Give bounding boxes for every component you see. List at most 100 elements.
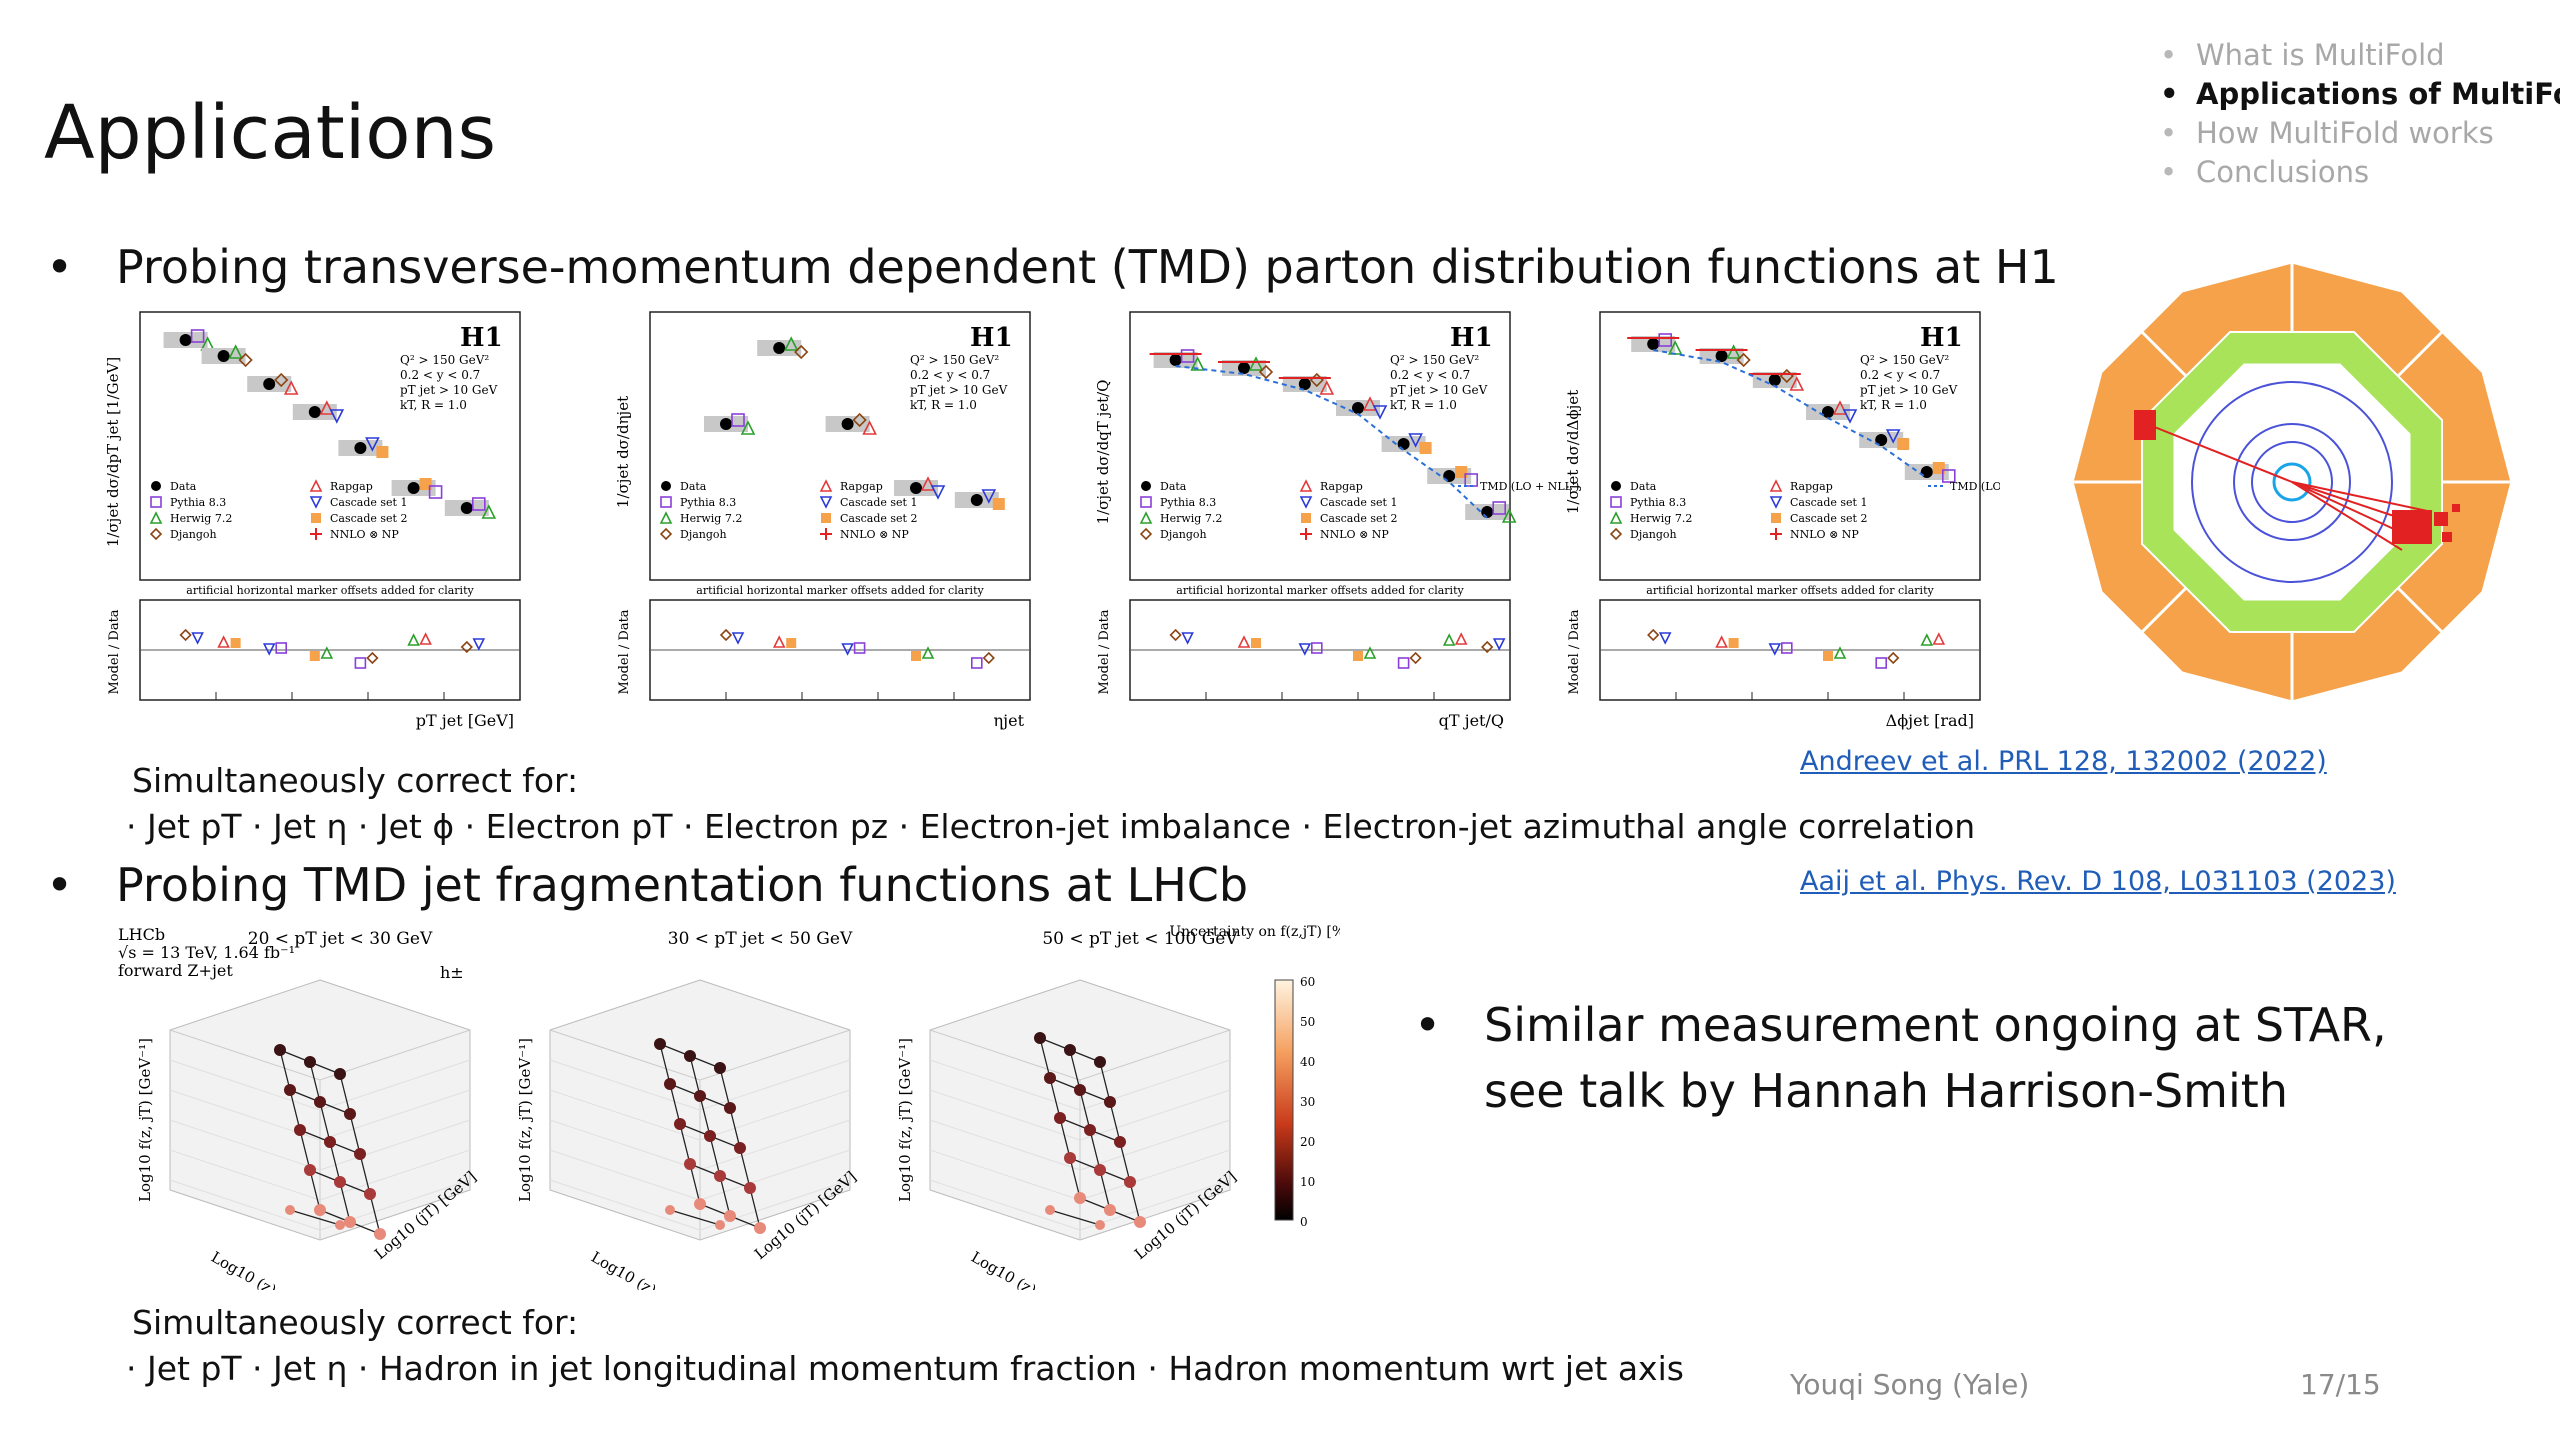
lhcb-colorbar-tick: 0 bbox=[1300, 1215, 1308, 1229]
h1-artificial-note: artificial horizontal marker offsets add… bbox=[1646, 584, 1934, 597]
bullet-text: Probing transverse-momentum dependent (T… bbox=[116, 240, 2059, 294]
lhcb-colorbar-title: Uncertainty on f(z,jT) [%] bbox=[1169, 924, 1340, 940]
lhcb-note-items: · Jet pT · Jet η · Hadron in jet longitu… bbox=[126, 1349, 1684, 1388]
lhcb-xlabel: Log10 (z) bbox=[588, 1248, 659, 1290]
h1-experiment-label: H1 bbox=[1920, 323, 1963, 353]
lhcb-colorbar-tick: 60 bbox=[1300, 975, 1315, 989]
h1-ylabel: 1/σjet dσ/dpT jet [1/GeV] bbox=[104, 357, 122, 547]
bullet-dot: • bbox=[46, 858, 74, 912]
h1-legend-entry: NNLO ⊗ NP bbox=[1790, 528, 1859, 541]
lhcb-zlabel: Log10 f(z, jT) [GeV⁻¹] bbox=[516, 1038, 534, 1202]
h1-legend-entry: Data bbox=[1160, 480, 1187, 493]
lhcb-colorbar-tick: 30 bbox=[1300, 1095, 1315, 1109]
h1-note-heading: Simultaneously correct for: bbox=[132, 761, 579, 800]
h1-legend-entry: Data bbox=[170, 480, 197, 493]
bullet-star: • Similar measurement ongoing at STAR, s… bbox=[1414, 992, 2387, 1124]
h1-ratio-label: Model / Data bbox=[617, 609, 632, 694]
h1-cut-label: pT jet > 10 GeV bbox=[910, 383, 1008, 397]
h1-ylabel: 1/σjet dσ/dΔϕjet bbox=[1564, 390, 1582, 514]
bullet-h1: • Probing transverse-momentum dependent … bbox=[46, 244, 2059, 290]
h1-artificial-note: artificial horizontal marker offsets add… bbox=[696, 584, 984, 597]
h1-legend-entry: Rapgap bbox=[1320, 480, 1363, 493]
lhcb-zlabel: Log10 f(z, jT) [GeV⁻¹] bbox=[896, 1038, 914, 1202]
h1-legend-entry: Pythia 8.3 bbox=[1630, 496, 1686, 509]
lhcb-colorbar bbox=[1274, 979, 1294, 1221]
toc-item[interactable]: How MultiFold works bbox=[2160, 114, 2560, 153]
h1-xlabel: pT jet [GeV] bbox=[416, 711, 514, 730]
lhcb-xlabel: Log10 (z) bbox=[208, 1248, 279, 1290]
h1-legend-entry: Herwig 7.2 bbox=[1160, 512, 1222, 525]
toc-item[interactable]: Conclusions bbox=[2160, 153, 2560, 192]
lhcb-xlabel: Log10 (z) bbox=[968, 1248, 1039, 1290]
h1-xlabel: qT jet/Q bbox=[1439, 711, 1504, 730]
h1-cut-label: Q² > 150 GeV² bbox=[400, 353, 489, 367]
h1-legend-entry: Pythia 8.3 bbox=[680, 496, 736, 509]
h1-legend-entry: Djangoh bbox=[680, 528, 727, 541]
toc-item-active[interactable]: Applications of MultiFold bbox=[2160, 75, 2560, 114]
h1-legend-entry: Cascade set 2 bbox=[840, 512, 917, 525]
h1-legend-entry: Rapgap bbox=[840, 480, 883, 493]
h1-cut-label: pT jet > 10 GeV bbox=[400, 383, 498, 397]
h1-legend-entry: Rapgap bbox=[1790, 480, 1833, 493]
h1-legend-entry: Data bbox=[1630, 480, 1657, 493]
lhcb-zlabel: Log10 f(z, jT) [GeV⁻¹] bbox=[136, 1038, 154, 1202]
lhcb-condition-label: forward Z+jet bbox=[118, 961, 233, 980]
h1-legend-entry: Djangoh bbox=[170, 528, 217, 541]
lhcb-note-heading: Simultaneously correct for: bbox=[132, 1303, 579, 1342]
lhcb-panel-title: 30 < pT jet < 50 GeV bbox=[668, 929, 853, 949]
h1-legend-entry: TMD (LO + NLL') bbox=[1480, 480, 1579, 493]
h1-cut-label: Q² > 150 GeV² bbox=[1860, 353, 1949, 367]
h1-legend-entry: NNLO ⊗ NP bbox=[1320, 528, 1389, 541]
h1-ratio-label: Model / Data bbox=[1097, 609, 1112, 694]
reference-link-h1[interactable]: Andreev et al. PRL 128, 132002 (2022) bbox=[1800, 746, 2327, 777]
h1-legend-entry: Cascade set 1 bbox=[1790, 496, 1867, 509]
h1-cut-label: 0.2 < y < 0.7 bbox=[910, 368, 990, 382]
table-of-contents: What is MultiFold Applications of MultiF… bbox=[2160, 36, 2560, 192]
lhcb-panel-title: 50 < pT jet < 100 GeV bbox=[1042, 929, 1238, 949]
h1-legend-entry: Cascade set 2 bbox=[1790, 512, 1867, 525]
h1-note-items: · Jet pT · Jet η · Jet ϕ · Electron pT ·… bbox=[126, 807, 1976, 846]
h1-legend-entry: Cascade set 2 bbox=[1320, 512, 1397, 525]
lhcb-3d-panel: 20 < pT jet < 30 GeV Log10 f(z, jT) [GeV⁻… bbox=[136, 929, 480, 1290]
slide-title: Applications bbox=[44, 90, 497, 176]
h1-legend-entry: Herwig 7.2 bbox=[1630, 512, 1692, 525]
h1-legend-entry: Djangoh bbox=[1160, 528, 1207, 541]
h1-cut-label: kT, R = 1.0 bbox=[910, 398, 977, 412]
h1-ratio-label: Model / Data bbox=[107, 609, 122, 694]
h1-experiment-label: H1 bbox=[1450, 323, 1493, 353]
h1-cut-label: kT, R = 1.0 bbox=[1390, 398, 1457, 412]
h1-legend-entry: Cascade set 2 bbox=[330, 512, 407, 525]
h1-legend-entry: Data bbox=[680, 480, 707, 493]
bullet-lhcb: • Probing TMD jet fragmentation function… bbox=[46, 862, 1248, 908]
lhcb-experiment-label: LHCb bbox=[118, 925, 165, 944]
lhcb-colorbar-tick: 10 bbox=[1300, 1175, 1315, 1189]
h1-legend-entry: NNLO ⊗ NP bbox=[840, 528, 909, 541]
footer-author: Youqi Song (Yale) bbox=[1790, 1368, 2030, 1401]
lhcb-hadron-label: h± bbox=[440, 963, 464, 982]
lhcb-condition-label: √s = 13 TeV, 1.64 fb⁻¹ bbox=[118, 943, 295, 962]
toc-item[interactable]: What is MultiFold bbox=[2160, 36, 2560, 75]
h1-cut-label: kT, R = 1.0 bbox=[1860, 398, 1927, 412]
lhcb-3d-panel: 50 < pT jet < 100 GeV Log10 f(z, jT) [GeV… bbox=[896, 929, 1240, 1290]
h1-experiment-label: H1 bbox=[460, 323, 503, 353]
h1-legend-entry: Herwig 7.2 bbox=[680, 512, 742, 525]
h1-cut-label: kT, R = 1.0 bbox=[400, 398, 467, 412]
h1-xlabel: Δϕjet [rad] bbox=[1886, 711, 1974, 730]
bullet-text-line2: see talk by Hannah Harrison-Smith bbox=[1484, 1064, 2288, 1118]
h1-experiment-label: H1 bbox=[970, 323, 1013, 353]
h1-ylabel: 1/σjet dσ/dqT jet/Q bbox=[1094, 380, 1112, 525]
reference-link-lhcb[interactable]: Aaij et al. Phys. Rev. D 108, L031103 (2… bbox=[1800, 866, 2396, 897]
h1-legend-entry: NNLO ⊗ NP bbox=[330, 528, 399, 541]
h1-legend-entry: Pythia 8.3 bbox=[1160, 496, 1216, 509]
h1-legend-entry: Cascade set 1 bbox=[330, 496, 407, 509]
bullet-text: Similar measurement ongoing at STAR, bbox=[1484, 998, 2387, 1052]
h1-xlabel: ηjet bbox=[994, 711, 1025, 730]
h1-artificial-note: artificial horizontal marker offsets add… bbox=[1176, 584, 1464, 597]
h1-cut-label: 0.2 < y < 0.7 bbox=[1390, 368, 1470, 382]
